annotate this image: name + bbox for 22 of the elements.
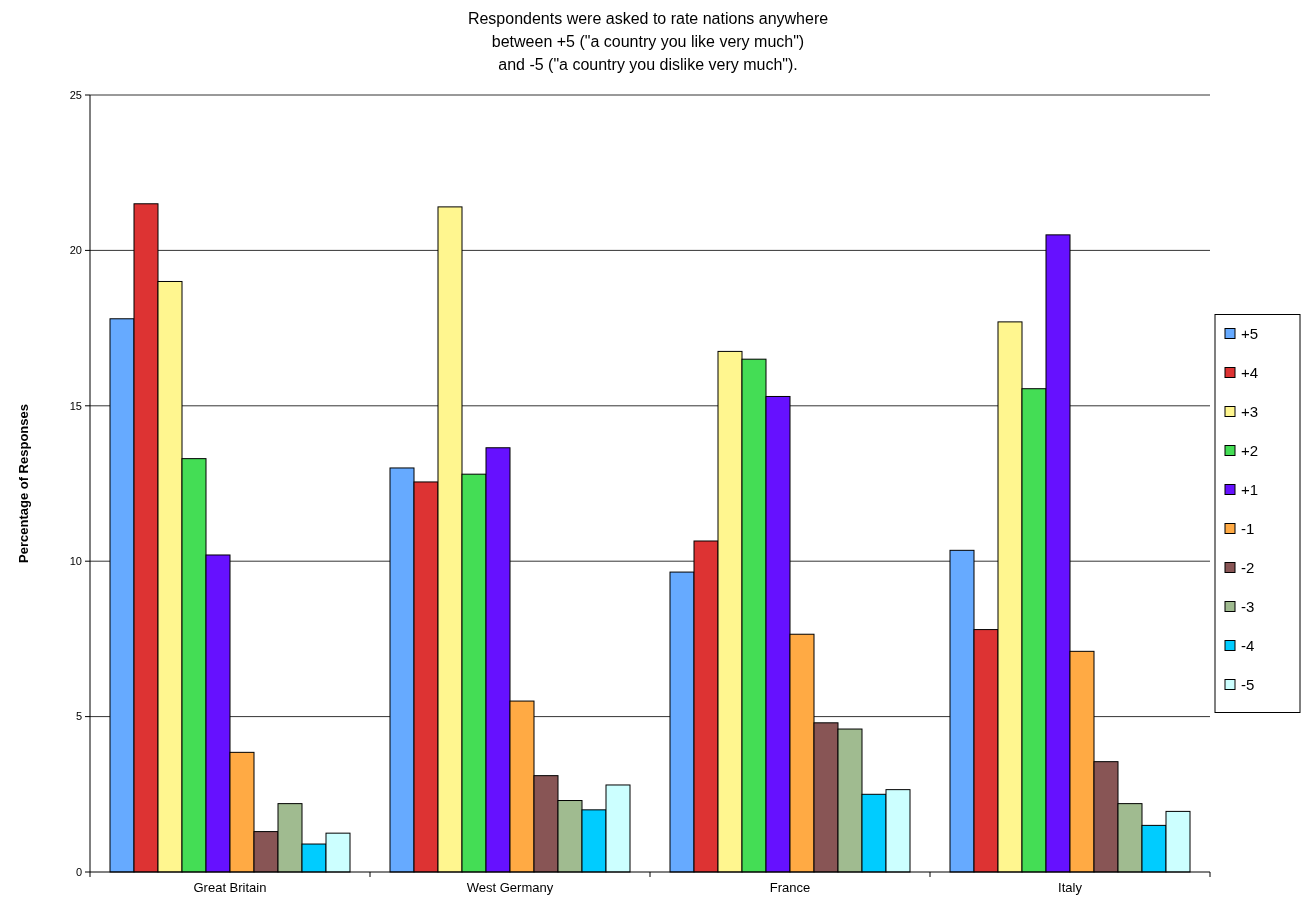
y-tick-label: 0 [75,865,82,878]
legend-label: +1 [1241,480,1259,498]
y-tick-label: 25 [69,88,82,101]
y-tick-label: 15 [69,399,82,412]
legend-label: +2 [1241,441,1259,459]
y-tick-label: 20 [69,244,82,257]
legend-label: -1 [1241,519,1255,537]
y-tick-label: 10 [69,555,82,568]
legend-label: -3 [1241,597,1255,615]
legend-label: +5 [1241,324,1259,342]
legend-label: -4 [1241,636,1255,654]
legend-label: +4 [1241,363,1259,381]
chart-title: Respondents were asked to rate nations anywhere between +5 ("a country you like very much") and -5 ("a country you dislike very much"). [467,10,829,73]
legend-label: -5 [1241,675,1255,693]
x-tick-label: West Germany [466,880,554,895]
x-tick-label: Great Britain [193,880,267,895]
x-tick-label: Italy [1058,880,1083,895]
y-tick-label: 5 [75,710,82,723]
x-tick-label: France [769,880,811,895]
legend-label: -2 [1241,558,1255,576]
legend-label: +3 [1241,402,1259,420]
y-axis-title: Percentage of Responses [16,404,31,563]
